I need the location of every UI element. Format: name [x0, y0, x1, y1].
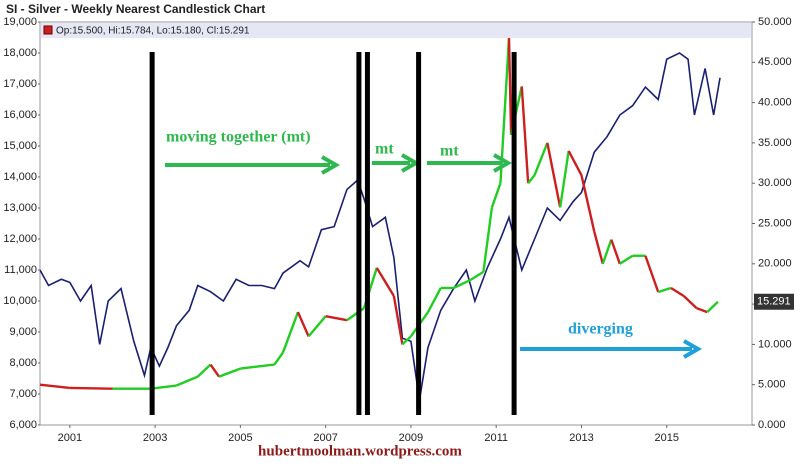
candle-segment: [281, 311, 300, 353]
x-tick-label: 2001: [58, 432, 82, 444]
candle-segment: [273, 351, 284, 366]
y2-tick-label: 10.000: [758, 338, 792, 350]
candle-segment: [533, 142, 549, 176]
candle-segment: [682, 295, 698, 310]
candle-segment: [375, 267, 395, 297]
candle-segment: [670, 286, 685, 298]
last-value-label: 15.291: [757, 296, 791, 308]
candle-segment: [392, 295, 404, 345]
y2-tick-label: 50.000: [758, 16, 792, 28]
y2-tick-label: 0.000: [758, 419, 786, 431]
candle-segment: [469, 270, 485, 281]
candle-segment: [520, 86, 530, 184]
candle-segment: [507, 38, 513, 135]
y2-tick-label: 45.000: [758, 56, 792, 68]
annotation: mt: [375, 141, 394, 158]
y2-tick-label: 20.000: [758, 258, 792, 270]
y2-tick-label: 30.000: [758, 177, 792, 189]
y-tick-label: 9,000: [9, 326, 37, 338]
candle-segment: [610, 239, 621, 265]
plot-area: [39, 21, 753, 426]
y-tick-label: 13,000: [3, 202, 37, 214]
candle-segment: [150, 384, 177, 390]
legend-bar: [41, 23, 751, 38]
candle-segment: [558, 150, 570, 208]
candle-segment: [601, 239, 613, 265]
annotation: diverging: [568, 321, 633, 338]
y-tick-label: 18,000: [3, 47, 37, 59]
candle-segment: [175, 375, 199, 387]
y-tick-label: 12,000: [3, 233, 37, 245]
candle-segment: [218, 367, 241, 378]
candle-segment: [307, 315, 327, 338]
candle-segment: [657, 286, 672, 294]
y2-tick-label: 40.000: [758, 97, 792, 109]
candle-segment: [482, 207, 494, 273]
x-tick-label: 2003: [143, 432, 167, 444]
y2-tick-label: 25.000: [758, 217, 792, 229]
x-tick-label: 2011: [484, 432, 508, 444]
y-tick-label: 15,000: [3, 140, 37, 152]
y-tick-label: 10,000: [3, 295, 37, 307]
legend-text: Op:15.500, Hi:15.784, Lo:15.180, Cl:15.2…: [56, 26, 250, 37]
candle-segment: [567, 150, 583, 176]
y-tick-label: 19,000: [3, 16, 37, 28]
annotation: mt: [440, 143, 459, 160]
x-tick-label: 2005: [228, 432, 252, 444]
y-tick-label: 11,000: [4, 264, 37, 276]
x-tick-label: 2015: [654, 432, 678, 444]
candle-segment: [196, 363, 212, 378]
annotation: moving together (mt): [166, 129, 311, 146]
candle-segment: [209, 363, 221, 378]
legend-icon: [43, 25, 53, 35]
candle-segment: [401, 335, 412, 346]
y-tick-label: 16,000: [3, 109, 37, 121]
candle-segment: [240, 363, 275, 370]
candle-segment: [580, 174, 596, 232]
candle-segment: [453, 278, 472, 290]
x-tick-label: 2013: [569, 432, 593, 444]
y-tick-label: 17,000: [3, 78, 37, 90]
y-tick-label: 6,000: [9, 419, 37, 431]
chart-title: SI - Silver - Weekly Nearest Candlestick…: [6, 2, 265, 16]
candle-segment: [706, 300, 719, 314]
candle-segment: [619, 254, 634, 265]
y-tick-label: 14,000: [3, 171, 37, 183]
arrows: [165, 153, 703, 359]
candle-segment: [490, 182, 502, 208]
y2-tick-label: 5.000: [758, 379, 786, 391]
candle-segment: [296, 311, 310, 337]
x-tick-label: 2009: [399, 432, 423, 444]
candle-segment: [527, 174, 536, 184]
candle-segment: [325, 315, 348, 322]
x-tick-label: 2007: [313, 432, 337, 444]
last-value-box: [754, 293, 794, 310]
y2-tick-label: 35.000: [758, 137, 792, 149]
candle-segment: [593, 231, 604, 265]
candle-segment: [644, 255, 660, 293]
candle-segment: [696, 307, 708, 314]
y-tick-label: 8,000: [9, 357, 37, 369]
y-tick-label: 7,000: [9, 388, 37, 400]
candle-segment: [39, 383, 70, 390]
candle-segment: [546, 142, 562, 208]
line: [39, 52, 721, 401]
candle-segment: [426, 287, 442, 313]
candle-segment: [69, 386, 113, 390]
credit: hubertmoolman.wordpress.com: [258, 443, 462, 459]
